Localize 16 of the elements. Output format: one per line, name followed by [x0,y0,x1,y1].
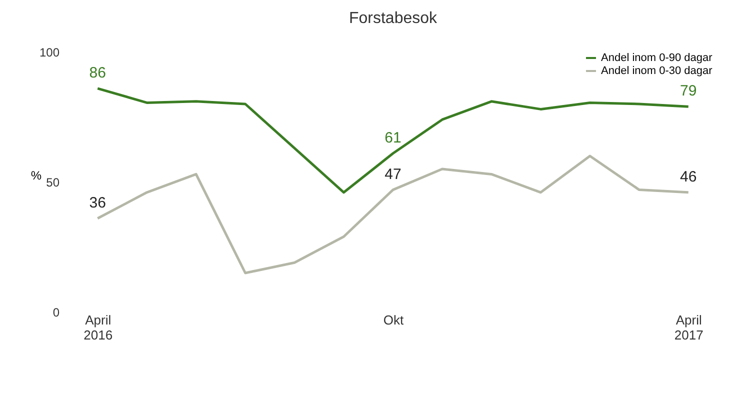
data-label: 46 [680,168,697,186]
x-tick-label: April 2016 [84,312,113,342]
y-tick-label: 100 [39,46,60,60]
data-label: 86 [89,64,106,82]
data-label: 47 [384,166,402,183]
data-label: 79 [680,82,697,100]
chart-title: Forstabesok [348,10,438,27]
legend-label: Andel inom 0-30 dagar [601,65,713,77]
legend-label: Andel inom 0-90 dagar [601,52,713,64]
y-tick-label: 0 [52,306,60,320]
data-label: 61 [384,129,402,146]
x-tick-label: April 2017 [674,312,704,342]
data-label: 36 [89,194,106,212]
y-axis-title: % [30,168,42,182]
y-tick-label: 50 [46,176,60,190]
x-tick-label: Okt [383,312,404,328]
